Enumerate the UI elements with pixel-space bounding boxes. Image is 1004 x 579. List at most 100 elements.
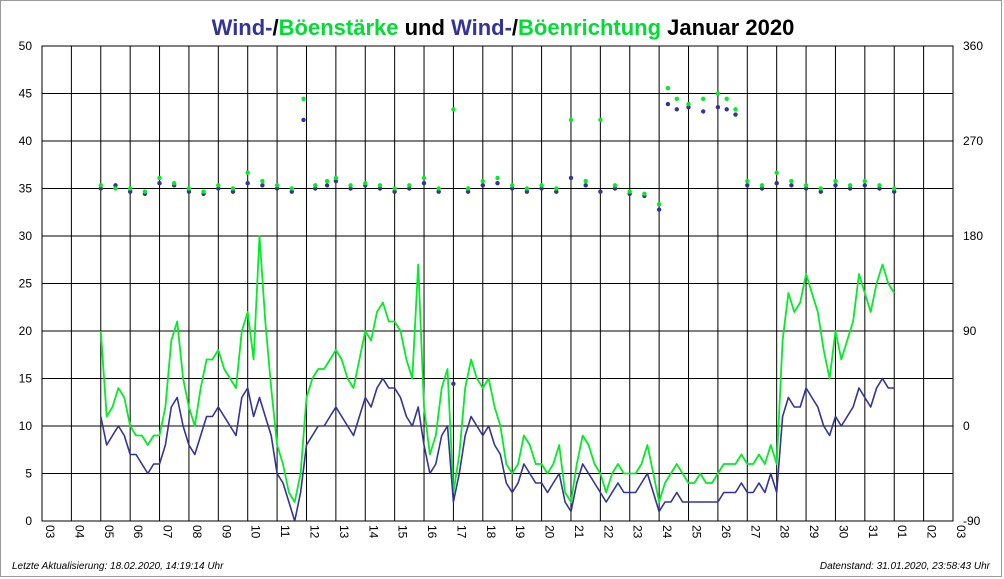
x-tick-label: 27 [748,525,762,539]
y-left-tick-label: 10 [19,419,33,433]
direction-point [465,189,471,194]
direction-point [98,183,104,188]
direction-point [862,183,867,188]
x-tick-label: 07 [161,525,175,539]
y-left-tick-label: 25 [19,277,33,291]
x-tick-label: 06 [131,525,145,539]
direction-point [289,186,294,191]
direction-point [301,96,306,102]
direction-point [733,107,738,112]
series-line-wind-speed [100,377,895,522]
direction-point [774,170,779,175]
series-line-gust-speed [99,235,895,503]
direction-point [877,186,882,191]
direction-point [892,186,897,191]
direction-point [818,186,823,191]
direction-point [363,181,368,186]
direction-point [98,186,104,191]
direction-point [495,175,500,181]
x-tick-label: 04 [72,525,86,539]
direction-point [436,189,441,194]
direction-point [186,189,192,194]
direction-point [612,183,618,188]
direction-point [656,202,662,207]
x-tick-label: 24 [660,525,674,539]
direction-point [128,186,133,191]
title-part: Böenrichtung [518,15,661,40]
x-tick-label: 08 [190,525,204,539]
direction-point [245,181,250,186]
direction-point [612,186,618,191]
direction-point [583,178,588,184]
direction-point [313,186,318,191]
x-tick-label: 14 [366,525,380,539]
x-tick-label: 30 [836,525,850,539]
direction-point [665,86,671,91]
x-tick-label: 23 [631,525,645,539]
direction-point [524,186,530,191]
direction-point [847,186,853,191]
direction-point [789,178,794,184]
direction-point [554,186,559,191]
direction-point [313,183,318,188]
direction-point [833,183,838,188]
direction-point [480,178,485,184]
direction-point [862,178,867,184]
x-tick-label: 10 [249,525,263,539]
direction-point [128,189,133,194]
x-tick-label: 25 [690,525,704,539]
direction-point [157,175,162,181]
direction-point [377,186,383,191]
direction-point [510,186,515,191]
data-state-note: Datenstand: 31.01.2020, 23:58:43 Uhr [819,561,990,572]
y-left-tick-label: 20 [19,324,33,338]
direction-point [715,91,721,96]
direction-point [324,178,330,184]
direction-point [598,189,603,194]
direction-point [686,101,691,107]
x-axis: 03 04 05 06 07 08 09 10 11 12 13 14 15 16 17 18 19 20 21 22… [43,525,968,539]
x-tick-label: 28 [778,525,792,539]
direction-point [392,189,397,194]
title-part: Böenstärke [279,15,399,40]
direction-point [524,189,530,194]
direction-point [113,183,118,188]
direction-point [583,183,588,188]
x-tick-label: 29 [807,525,821,539]
title-part: und [398,15,451,40]
x-tick-label: 18 [484,525,498,539]
direction-point [333,175,339,181]
direction-point [245,170,250,175]
grid-lines [41,45,954,522]
x-tick-label: 01 [895,525,909,539]
direction-point [480,183,485,188]
x-tick-label: 09 [219,525,233,539]
direction-point [833,178,838,184]
direction-point [260,178,265,184]
title-part: / [273,15,279,40]
direction-point [745,178,750,184]
direction-point [554,189,559,194]
title-part: Wind- [451,15,512,40]
title-part: Januar 2020 [661,15,794,40]
direction-point [759,183,765,188]
y-right-tick-label: -90 [963,514,981,528]
y-left-tick-label: 5 [25,467,32,481]
x-tick-label: 11 [278,525,292,538]
direction-point [451,107,456,112]
direction-point [733,112,738,117]
y-left-tick-label: 45 [19,87,33,101]
direction-point [348,186,353,191]
direction-point [568,175,574,181]
direction-point [715,105,721,110]
y-right-tick-label: 360 [963,39,983,53]
x-tick-label: 26 [719,525,733,539]
direction-point [701,96,706,102]
x-tick-label: 05 [102,525,116,539]
y-axis-left: 0 5 10 15 20 25 30 35 40 45 50 [19,39,33,528]
direction-point [301,117,306,123]
direction-point [642,191,647,196]
chart-title: Wind-/Böenstärke und Wind-/Böenrichtung … [212,15,795,40]
direction-point [656,207,662,212]
